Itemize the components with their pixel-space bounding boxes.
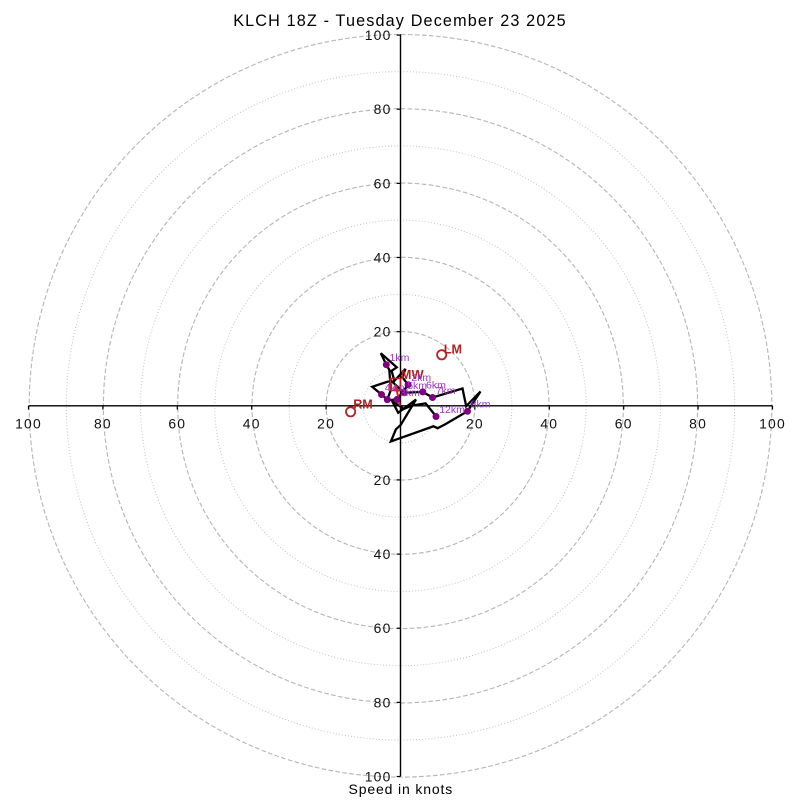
- svg-text:20: 20: [317, 415, 335, 431]
- svg-text:40: 40: [540, 415, 558, 431]
- svg-text:KLCH 18Z - Tuesday December 23: KLCH 18Z - Tuesday December 23 2025: [233, 12, 567, 30]
- svg-text:40: 40: [374, 249, 392, 265]
- svg-text:Speed in knots: Speed in knots: [349, 781, 454, 797]
- svg-text:7km: 7km: [436, 385, 456, 397]
- svg-text:100: 100: [15, 415, 42, 431]
- svg-text:4km: 4km: [385, 382, 405, 394]
- svg-text:100: 100: [759, 415, 786, 431]
- svg-text:1km: 1km: [390, 352, 410, 364]
- svg-text:100: 100: [365, 27, 392, 43]
- svg-text:12km: 12km: [439, 404, 465, 416]
- svg-text:3km: 3km: [400, 387, 420, 399]
- svg-text:5km: 5km: [407, 380, 427, 392]
- svg-text:2km: 2km: [411, 372, 431, 384]
- svg-text:60: 60: [168, 415, 186, 431]
- svg-text:60: 60: [615, 415, 633, 431]
- svg-text:20: 20: [374, 324, 392, 340]
- svg-text:40: 40: [243, 415, 261, 431]
- svg-text:60: 60: [374, 175, 392, 191]
- svg-text:RM: RM: [353, 398, 373, 412]
- svg-text:LM: LM: [444, 342, 462, 356]
- svg-text:20: 20: [466, 415, 484, 431]
- svg-text:100: 100: [365, 768, 392, 784]
- svg-text:80: 80: [689, 415, 707, 431]
- svg-text:80: 80: [94, 415, 112, 431]
- svg-text:6km: 6km: [426, 379, 446, 391]
- svg-text:80: 80: [374, 101, 392, 117]
- svg-text:MW: MW: [401, 367, 425, 382]
- svg-text:20: 20: [374, 472, 392, 488]
- svg-text:8km: 8km: [471, 399, 491, 411]
- svg-text:80: 80: [374, 694, 392, 710]
- svg-text:40: 40: [374, 546, 392, 562]
- svg-text:60: 60: [374, 620, 392, 636]
